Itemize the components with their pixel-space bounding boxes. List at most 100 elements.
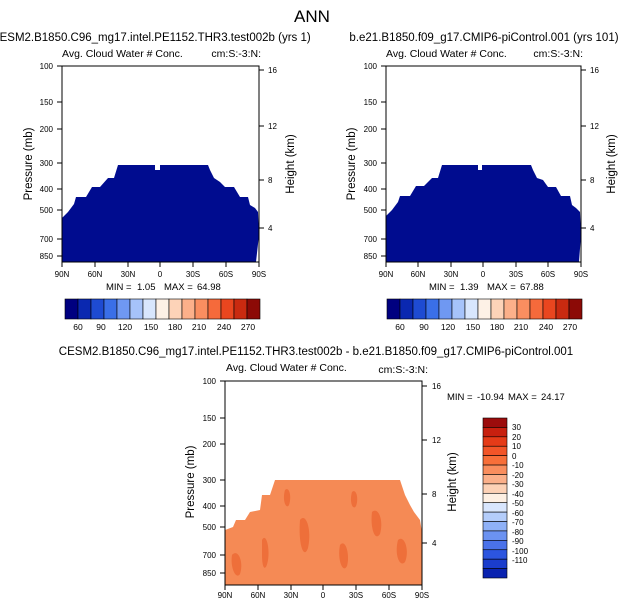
max-label: MAX = xyxy=(487,282,516,293)
colorbar-swatch xyxy=(482,540,508,551)
colorbar-label: -20 xyxy=(512,471,524,480)
y-tick-label-right: 12 xyxy=(432,436,441,445)
x-tick-label: 60N xyxy=(88,270,103,279)
x-tick-label: 30N xyxy=(444,270,459,279)
colorbar-swatch xyxy=(482,455,508,466)
x-tick-label: 60S xyxy=(541,270,555,279)
x-tick-label: 90S xyxy=(252,270,266,279)
colorbar-swatch xyxy=(490,298,505,320)
y-tick-label-right: 12 xyxy=(268,122,277,131)
min-label: MIN = xyxy=(429,282,455,293)
colorbar-label: -60 xyxy=(512,509,524,518)
y-tick-label: 100 xyxy=(40,62,54,71)
y-tick-label: 100 xyxy=(364,62,378,71)
colorbar-swatch xyxy=(116,298,131,320)
colorbar xyxy=(386,298,583,320)
min-value: -10.94 xyxy=(477,392,504,403)
y-axis-title: Pressure (mb) xyxy=(185,445,197,518)
colorbar-label: 270 xyxy=(563,322,577,332)
colorbar-label: -110 xyxy=(512,556,528,565)
y-tick-label: 500 xyxy=(364,206,378,215)
colorbar-label: 120 xyxy=(441,322,455,332)
colorbar-label: 120 xyxy=(118,322,132,332)
cloud-region xyxy=(62,165,259,262)
y-tick-label-right: 4 xyxy=(590,224,595,233)
min-label: MIN = xyxy=(106,282,132,293)
min-max-readout: MIN = -10.94 MAX = 24.17 xyxy=(447,392,565,403)
min-value: 1.05 xyxy=(137,282,156,293)
x-tick-label: 60N xyxy=(411,270,426,279)
max-label: MAX = xyxy=(508,392,537,403)
colorbar-label: -10 xyxy=(512,461,524,470)
colorbar-swatch xyxy=(412,298,427,320)
y-tick-label: 300 xyxy=(40,159,54,168)
colorbar-label: 30 xyxy=(512,423,521,432)
colorbar-swatch xyxy=(482,530,508,541)
y-tick-label: 500 xyxy=(203,523,217,532)
colorbar-swatch xyxy=(129,298,144,320)
colorbar-label: -50 xyxy=(512,499,524,508)
x-tick-label: 90N xyxy=(55,270,70,279)
colorbar-swatch xyxy=(181,298,196,320)
panel-subtitle-right: cm:S:-3:N: xyxy=(378,364,428,376)
colorbar-swatch xyxy=(220,298,235,320)
heatmap-fill xyxy=(386,165,581,262)
colorbar-label: -40 xyxy=(512,490,524,499)
colorbar-swatch xyxy=(451,298,466,320)
heatmap-fill xyxy=(62,165,259,262)
colorbar-swatch xyxy=(482,502,508,513)
x-tick-label: 30N xyxy=(121,270,136,279)
y-tick-label: 400 xyxy=(203,502,217,511)
y-tick-label-right: 16 xyxy=(590,66,599,75)
max-label: MAX = xyxy=(164,282,193,293)
colorbar-label: -100 xyxy=(512,547,529,556)
colorbar-label: 0 xyxy=(512,452,517,461)
colorbar-swatch xyxy=(482,417,508,428)
cloud-region xyxy=(386,165,581,262)
page-title: ANN xyxy=(294,7,330,26)
y-tick-label: 700 xyxy=(40,235,54,244)
max-value: 24.17 xyxy=(541,392,565,403)
panel-subtitle-right: cm:S:-3:N: xyxy=(211,48,261,60)
colorbar-swatch xyxy=(555,298,570,320)
x-tick-label: 30N xyxy=(284,591,299,600)
colorbar-label: 90 xyxy=(96,322,106,332)
colorbar-label: 150 xyxy=(144,322,158,332)
colorbar-swatch xyxy=(568,298,583,320)
diff-contour-patch xyxy=(339,543,349,569)
x-tick-label: 0 xyxy=(481,270,486,279)
colorbar-swatch xyxy=(542,298,557,320)
y-axis-title: Pressure (mb) xyxy=(346,127,358,200)
diff-contour-patch xyxy=(283,489,291,507)
diff-region xyxy=(225,480,422,585)
panel-subtitle-right: cm:S:-3:N: xyxy=(533,48,583,60)
colorbar-swatch xyxy=(482,436,508,447)
heatmap-fill xyxy=(225,480,422,585)
panel-subtitle-left: Avg. Cloud Water # Conc. xyxy=(226,362,347,374)
x-tick-label: 60S xyxy=(382,591,396,600)
y-tick-label-right: 12 xyxy=(590,122,599,131)
diff-contour-patch xyxy=(231,553,242,576)
max-value: 67.88 xyxy=(520,282,544,293)
panel-subtitle-left: Avg. Cloud Water # Conc. xyxy=(62,48,183,60)
min-max-readout: MIN = 1.39 MAX = 67.88 xyxy=(429,282,544,293)
colorbar-swatch xyxy=(168,298,183,320)
colorbar-swatch xyxy=(438,298,453,320)
colorbar-swatch xyxy=(64,298,79,320)
max-value: 64.98 xyxy=(197,282,221,293)
x-tick-label: 60N xyxy=(251,591,266,600)
x-tick-label: 0 xyxy=(321,591,326,600)
colorbar-label: 240 xyxy=(539,322,553,332)
x-axis: 90N 60N 30N 0 30S 60S 90S xyxy=(379,262,588,279)
y-tick-label-right: 16 xyxy=(432,382,441,391)
x-tick-label: 30S xyxy=(186,270,200,279)
y-axis-right: 16 12 8 4 xyxy=(422,382,441,548)
colorbar-label: 10 xyxy=(512,442,521,451)
panel-top-right: b.e21.B1850.f09_g17.CMIP6-piControl.001 … xyxy=(346,32,619,332)
y-tick-label: 300 xyxy=(364,159,378,168)
colorbar-swatch xyxy=(516,298,531,320)
colorbar-swatch xyxy=(482,464,508,475)
y-tick-label-right: 4 xyxy=(432,539,437,548)
y-tick-label: 200 xyxy=(203,440,217,449)
colorbar-label: -30 xyxy=(512,480,524,489)
